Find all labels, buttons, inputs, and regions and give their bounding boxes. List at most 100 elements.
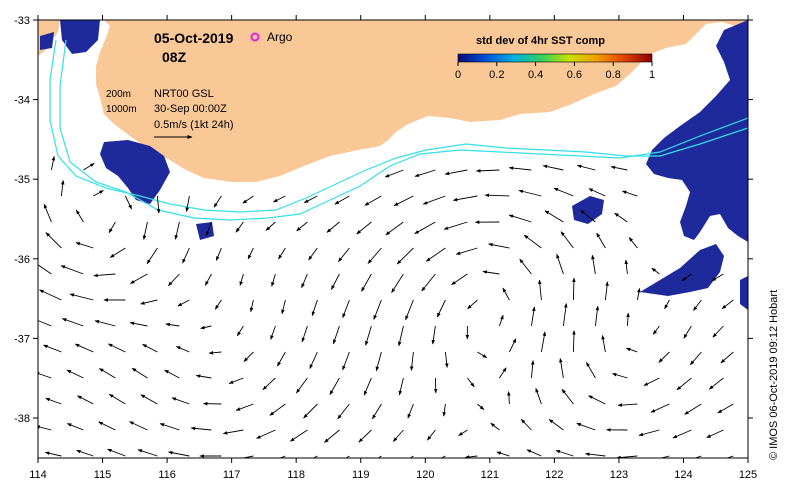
current-vector-arrow — [38, 264, 52, 275]
current-vector-arrow — [490, 422, 500, 431]
current-vector-arrow — [572, 330, 576, 353]
current-vector-arrow — [334, 195, 350, 205]
current-vector-arrow — [332, 325, 340, 345]
colorbar — [457, 53, 653, 63]
current-vector-arrow — [242, 195, 254, 204]
current-vector-arrow — [422, 195, 446, 205]
current-vector-arrow — [452, 195, 478, 202]
current-vector-arrow — [496, 451, 510, 457]
current-vector-arrow — [168, 273, 180, 287]
current-vector-arrow — [109, 247, 126, 258]
current-vector-arrow — [689, 351, 702, 366]
current-vector-arrow — [185, 195, 190, 212]
current-vector-arrow — [66, 423, 84, 431]
current-vector-arrow — [269, 403, 286, 416]
x-tick-label: 117 — [223, 469, 241, 481]
current-vector-arrow — [129, 421, 148, 431]
current-vector-arrow — [617, 403, 638, 407]
vector-scale-label: 0.5m/s (1kt 24h) — [154, 119, 233, 131]
current-vector-arrow — [477, 403, 485, 410]
current-vector-arrow — [681, 273, 692, 282]
current-vector-arrow — [175, 345, 190, 353]
current-vector-arrow — [484, 193, 510, 198]
current-vector-arrow — [414, 221, 436, 235]
current-vector-arrow — [530, 360, 535, 379]
current-vector-arrow — [544, 210, 564, 223]
current-vector-arrow — [594, 305, 600, 327]
current-vector-arrow — [239, 273, 244, 286]
current-vector-arrow — [213, 195, 222, 208]
current-vector-arrow — [236, 325, 244, 337]
current-vector-arrow — [38, 320, 52, 327]
current-vector-arrow — [488, 242, 510, 249]
current-vector-arrow — [407, 403, 414, 419]
current-vector-arrow — [214, 299, 222, 310]
current-vector-arrow — [586, 362, 596, 379]
current-vector-arrow — [499, 367, 507, 379]
current-vector-arrow — [361, 273, 372, 292]
current-vector-arrow — [235, 403, 254, 411]
current-vector-arrow — [281, 299, 286, 315]
current-vector-arrow — [61, 318, 84, 327]
current-vector-arrow — [540, 331, 547, 353]
y-tick-label: -38 — [14, 413, 30, 425]
current-vector-arrow — [626, 312, 630, 327]
colorbar-label: std dev of 4hr SST comp — [476, 35, 605, 47]
current-vector-arrow — [337, 403, 350, 420]
current-vector-arrow — [124, 195, 133, 210]
current-vector-arrow — [585, 452, 606, 457]
current-vector-arrow — [530, 306, 536, 327]
current-vector-arrow — [107, 343, 126, 353]
argo-legend-label: Argo — [267, 30, 293, 44]
current-vector-arrow — [611, 373, 628, 379]
current-vector-arrow — [171, 397, 190, 405]
current-vector-arrow — [342, 299, 350, 319]
sst-patch-nw-small — [40, 32, 54, 50]
current-vector-arrow — [326, 221, 340, 233]
current-vector-arrow — [398, 377, 404, 396]
current-vector-arrow — [464, 455, 478, 458]
current-vector-arrow — [107, 448, 126, 457]
current-vector-arrow — [137, 449, 158, 457]
current-vector-arrow — [296, 377, 308, 394]
current-vector-arrow — [538, 279, 542, 301]
current-vector-arrow — [650, 403, 670, 413]
y-tick-label: -36 — [14, 254, 30, 266]
current-vector-arrow — [205, 221, 212, 237]
current-vector-arrow — [131, 367, 148, 379]
current-vector-arrow — [560, 231, 574, 249]
current-vector-arrow — [526, 449, 542, 457]
current-vector-arrow — [425, 247, 446, 262]
y-tick-label: -34 — [14, 95, 30, 107]
map-date: 05-Oct-2019 — [154, 30, 234, 46]
current-vector-arrow — [708, 377, 724, 390]
argo-marker-icon — [250, 32, 260, 42]
current-vector-arrow — [146, 247, 158, 265]
current-vector-arrow — [38, 372, 52, 379]
current-vector-arrow — [409, 351, 414, 371]
current-vector-arrow — [66, 369, 84, 379]
current-vector-arrow — [168, 450, 190, 457]
model-source: NRT00 GSL — [154, 88, 214, 100]
sst-patch-mid — [572, 196, 604, 224]
current-vector-arrow — [588, 395, 606, 405]
current-vector-arrow — [329, 377, 340, 395]
current-vector-arrow — [129, 321, 148, 327]
current-vector-arrow — [373, 299, 382, 320]
current-vector-arrow — [69, 293, 94, 301]
current-vector-arrow — [93, 190, 104, 197]
current-vector-arrow — [717, 403, 734, 414]
current-vector-arrow — [159, 423, 180, 431]
current-vector-arrow — [356, 221, 372, 235]
current-vector-arrow — [50, 155, 56, 171]
current-vector-arrow — [365, 325, 372, 346]
colorbar-tick-label: 0.2 — [489, 69, 504, 81]
current-vector-arrow — [140, 394, 158, 405]
current-vectors — [38, 155, 734, 458]
current-vector-arrow — [265, 221, 276, 231]
current-vector-arrow — [555, 450, 574, 457]
current-vector-arrow — [39, 289, 62, 301]
current-vector-arrow — [177, 299, 190, 307]
x-tick-label: 119 — [352, 469, 370, 481]
current-vector-arrow — [507, 391, 511, 405]
